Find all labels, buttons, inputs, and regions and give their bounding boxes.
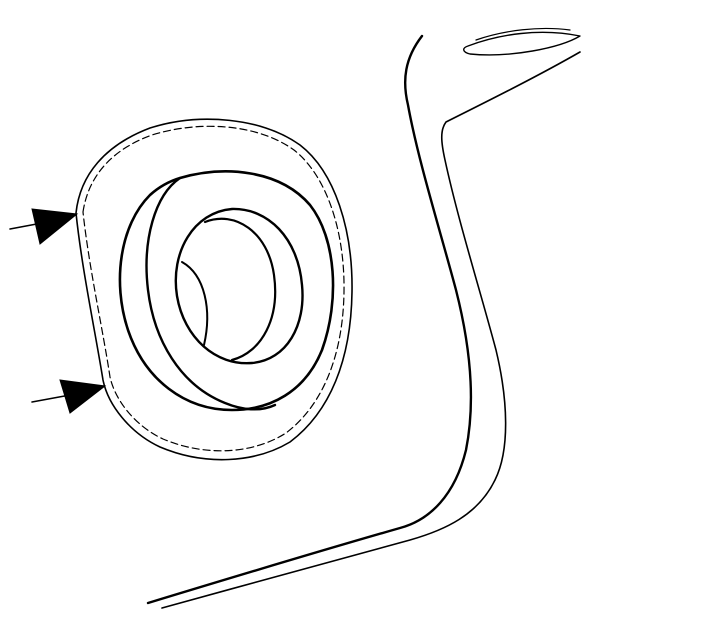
bore-depth-edge xyxy=(181,261,209,346)
outer-boss-outline xyxy=(75,118,353,461)
upper-arrow xyxy=(9,208,79,245)
seal-ring-inner xyxy=(145,176,277,411)
bore xyxy=(174,207,304,365)
arrow-right-icon xyxy=(31,208,79,245)
panel-contour-back-edge xyxy=(161,51,581,609)
seal-ring-outer xyxy=(118,170,335,412)
lower-arrow xyxy=(31,379,107,414)
outer-boss-dashed-outline xyxy=(82,125,345,452)
panel-contour-top-lip-edge xyxy=(475,27,571,41)
lower-arrow-shaft xyxy=(31,394,71,403)
arrow-right-icon xyxy=(59,379,107,414)
seal-ring xyxy=(118,170,335,412)
panel-contour xyxy=(146,27,581,609)
bore-inner-shadow xyxy=(203,217,277,362)
panel-contour-front-edge xyxy=(146,34,473,605)
bore-outer xyxy=(174,207,304,365)
outer-boss xyxy=(75,118,353,461)
panel-contour-top-lip xyxy=(463,31,581,56)
